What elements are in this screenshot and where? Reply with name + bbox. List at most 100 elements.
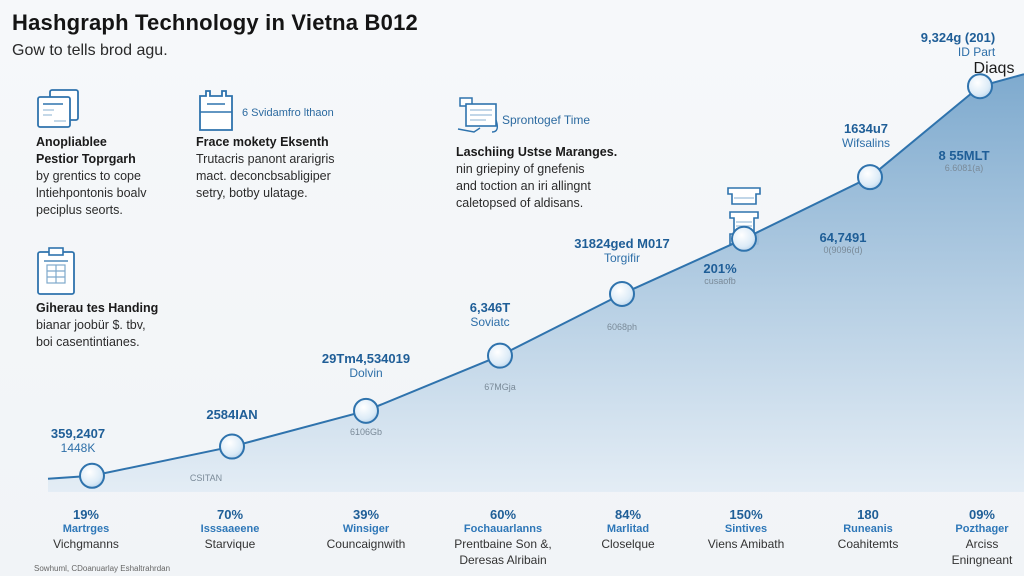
data-point-marker[interactable] xyxy=(79,462,105,489)
chart-subtitle: Gow to tells brod agu. xyxy=(12,42,168,59)
area-value: 8 55MLT xyxy=(938,148,990,163)
category-desc: Arciss xyxy=(965,537,999,551)
feature-text: and toction an iri allingnt xyxy=(456,179,591,193)
category-percent: 84% xyxy=(614,507,642,522)
category-desc: Coahitemts xyxy=(837,537,899,551)
feature-heading: Pestior Toprgarh xyxy=(36,152,136,166)
area-label: 8 55MLT 6.6081(a) xyxy=(938,148,989,173)
point-value: 1634u7 xyxy=(843,121,889,137)
point-value: 2584IAN xyxy=(206,406,258,422)
category-name: Isssaaeene xyxy=(200,523,260,535)
feature-text: setry, botby ulatage. xyxy=(196,186,308,200)
category-name: Martrges xyxy=(62,523,110,535)
feature-block-1: Anopliablee Pestior Toprgarh by grentics… xyxy=(36,88,196,219)
feature-heading: Anopliablee xyxy=(36,135,107,149)
category-percent: 19% xyxy=(72,507,100,522)
category-name: Winsiger xyxy=(342,523,390,535)
point-sublabel: 1448K xyxy=(60,440,96,455)
feature-block-2: Frace mokety Eksenth Trutacris panont ar… xyxy=(196,88,356,202)
point-note: 67MGja xyxy=(484,381,516,392)
feature-text: lntiehpontonis boalv xyxy=(36,186,147,200)
point-value: 29Tm4,534019 xyxy=(321,350,411,366)
point-sublabel: Torgifir xyxy=(603,250,640,265)
category-desc: Vichgmanns xyxy=(53,537,119,551)
category-percent: 70% xyxy=(216,507,244,522)
category-name: Sintives xyxy=(724,523,768,535)
series-line xyxy=(47,73,1024,480)
area-label: 64,7491 0(9096(d) xyxy=(820,230,867,255)
point-label: 2584IAN xyxy=(206,407,257,422)
data-point-marker[interactable] xyxy=(857,164,883,191)
category-percent: 09% xyxy=(968,507,996,522)
feature-block-3: Laschiing Ustse Maranges. nin griepiny o… xyxy=(456,96,656,212)
feature-icon-label: Sprontogef Time xyxy=(502,113,591,127)
area-fill xyxy=(48,74,1024,492)
category-percent: 39% xyxy=(352,507,380,522)
feature-block-4: Giherau tes Handing bianar joobür $. tbv… xyxy=(36,246,196,351)
point-label: 6,346T Soviatc xyxy=(470,300,510,329)
clipboard-icon xyxy=(37,247,75,295)
category-percent: 180 xyxy=(857,507,879,522)
category-label: 180 Runeanis Coahitemts xyxy=(838,508,899,552)
point-label: 31824ged M017 Torgifir xyxy=(574,236,669,265)
point-value: 9,324g (201) xyxy=(920,30,996,46)
category-label: 09% Pozthager Arciss Eningneant xyxy=(952,508,1013,568)
data-point-marker[interactable] xyxy=(219,433,245,460)
point-value: 201% xyxy=(703,260,737,276)
feature-heading: Laschiing Ustse Maranges. xyxy=(456,145,618,159)
category-label: 84% Marlitad Closelque xyxy=(601,508,654,552)
point-value: 359,2407 xyxy=(50,425,106,441)
area-note: 0(9096(d) xyxy=(823,245,863,255)
point-sublabel: Dolvin xyxy=(349,365,383,380)
category-label: 70% Isssaaeene Starvique xyxy=(201,508,260,552)
category-label: 60% Fochauarlanns Prentbaine Son &, Deresas… xyxy=(454,508,551,568)
point-label: 1634u7 Wifsalins xyxy=(842,121,890,150)
point-value: 6,346T xyxy=(469,299,511,315)
category-label: 39% Winsiger Councaignwith xyxy=(327,508,406,552)
chart-title: Hashgraph Technology in Vietna B012 xyxy=(12,10,418,35)
feature-text: bianar joobür $. tbv, xyxy=(36,318,146,332)
area-note: 6.6081(a) xyxy=(944,163,984,173)
category-desc: Viens Amibath xyxy=(707,537,785,551)
feature-text: mact. deconcbsabligiper xyxy=(196,169,331,183)
feature-text: by grentics to cope xyxy=(36,169,141,183)
feature-icon-label: 6 Svidamfro lthaon xyxy=(242,107,334,119)
data-point-marker[interactable] xyxy=(353,397,379,424)
point-sublabel: Soviatc xyxy=(470,314,510,329)
point-note: cusaofb xyxy=(704,275,736,286)
point-value: 31824ged M017 xyxy=(574,235,670,251)
feature-text: caletopsed of aldisans. xyxy=(456,196,584,210)
category-name: Pozthager xyxy=(955,523,1009,535)
calendar-icon xyxy=(199,90,233,131)
category-label: 150% Sintives Viens Amibath xyxy=(708,508,785,552)
category-desc: Councaignwith xyxy=(326,537,406,551)
category-percent: 60% xyxy=(489,507,517,522)
feature-heading: Giherau tes Handing xyxy=(36,301,159,315)
data-point-marker[interactable] xyxy=(731,225,757,252)
area-value: 64,7491 xyxy=(819,230,867,245)
category-percent: 150% xyxy=(729,507,763,522)
category-name: Fochauarlanns xyxy=(463,523,543,535)
data-point-marker[interactable] xyxy=(487,342,513,369)
category-desc: Prentbaine Son &, xyxy=(454,537,552,551)
category-desc: Closelque xyxy=(601,537,655,551)
data-point-marker[interactable] xyxy=(609,280,635,307)
category-desc: Deresas Alribain xyxy=(459,553,547,567)
point-note: CSITAN xyxy=(189,472,223,483)
category-desc: Eningneant xyxy=(951,553,1013,567)
point-sublabel: ID Part xyxy=(957,45,996,60)
category-name: Runeanis xyxy=(843,523,893,535)
point-label: 359,2407 1448K xyxy=(51,426,105,455)
source-note: Sowhuml, CDoanuarlay Eshaltrahrdan xyxy=(34,564,171,573)
feature-text: nin griepiny of gnefenis xyxy=(456,162,585,176)
feature-heading: Frace mokety Eksenth xyxy=(196,135,329,149)
point-label: 201% cusaofb xyxy=(703,261,736,286)
laptop-icon xyxy=(457,97,499,133)
point-label: 9,324g (201) ID Part xyxy=(921,30,995,59)
feature-text: boi casentintianes. xyxy=(36,335,140,349)
category-label: 19% Martrges Vichgmanns xyxy=(53,508,119,552)
feature-text: peciplus seorts. xyxy=(36,203,123,217)
category-desc: Starvique xyxy=(204,537,256,551)
data-point-marker[interactable] xyxy=(967,73,993,100)
point-label: 29Tm4,534019 Dolvin xyxy=(322,351,410,380)
